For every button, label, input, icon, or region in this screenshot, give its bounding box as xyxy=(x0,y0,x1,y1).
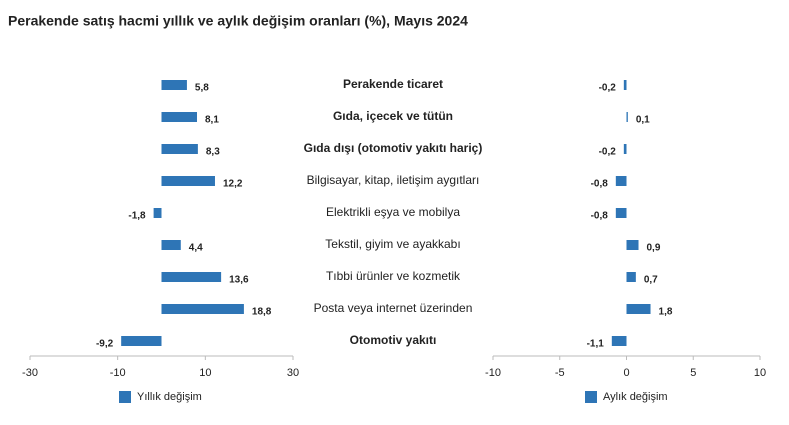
bar xyxy=(161,144,198,154)
x-tick-label: 10 xyxy=(199,367,211,379)
legend-swatch xyxy=(585,391,597,403)
legend-label: Aylık değişim xyxy=(603,391,668,403)
x-tick-label: -5 xyxy=(555,367,565,379)
value-label: 8,1 xyxy=(205,115,219,126)
category-label: Bilgisayar, kitap, iletişim aygıtları xyxy=(307,173,480,187)
category-label: Gıda, içecek ve tütün xyxy=(333,109,453,123)
value-label: 13,6 xyxy=(229,275,249,286)
x-tick-label: 0 xyxy=(623,367,629,379)
value-label: 4,4 xyxy=(189,243,203,254)
value-label: 0,7 xyxy=(644,275,658,286)
category-label: Tıbbi ürünler ve kozmetik xyxy=(326,269,461,283)
category-label: Otomotiv yakıtı xyxy=(350,333,437,347)
value-label: -0,2 xyxy=(599,147,617,158)
bar xyxy=(161,240,181,250)
category-label: Gıda dışı (otomotiv yakıtı hariç) xyxy=(304,141,483,155)
bar xyxy=(623,80,627,90)
bar xyxy=(153,208,162,218)
value-label: 12,2 xyxy=(223,179,243,190)
x-tick-label: 30 xyxy=(287,367,299,379)
x-tick-label: 10 xyxy=(754,367,766,379)
value-label: -1,8 xyxy=(128,211,146,222)
value-label: 0,1 xyxy=(636,115,650,126)
value-label: 8,3 xyxy=(206,147,220,158)
value-label: -1,1 xyxy=(587,339,605,350)
value-label: -0,2 xyxy=(599,83,617,94)
bar xyxy=(161,80,187,90)
bar xyxy=(121,336,162,346)
category-label: Perakende ticaret xyxy=(343,77,443,91)
bar xyxy=(626,112,628,122)
x-tick-label: -30 xyxy=(22,367,38,379)
bar xyxy=(626,304,651,314)
category-label: Posta veya internet üzerinden xyxy=(314,301,473,315)
legend-swatch xyxy=(119,391,131,403)
category-label: Elektrikli eşya ve mobilya xyxy=(326,205,460,219)
bar xyxy=(615,176,627,186)
legend-label: Yıllık değişim xyxy=(137,391,202,403)
value-label: -0,8 xyxy=(591,211,609,222)
bar xyxy=(626,240,639,250)
value-label: 5,8 xyxy=(195,83,209,94)
value-label: 1,8 xyxy=(659,307,673,318)
value-label: -0,8 xyxy=(591,179,609,190)
bar xyxy=(611,336,627,346)
x-tick-label: -10 xyxy=(110,367,126,379)
bar xyxy=(161,272,222,282)
bar xyxy=(161,112,198,122)
x-tick-label: -10 xyxy=(485,367,501,379)
chart-title: Perakende satış hacmi yıllık ve aylık de… xyxy=(8,13,468,29)
x-tick-label: 5 xyxy=(690,367,696,379)
value-label: -9,2 xyxy=(96,339,114,350)
bar xyxy=(161,304,244,314)
bar xyxy=(161,176,215,186)
bar xyxy=(615,208,627,218)
category-label: Tekstil, giyim ve ayakkabı xyxy=(325,237,460,251)
value-label: 18,8 xyxy=(252,307,272,318)
bar xyxy=(623,144,627,154)
bar xyxy=(626,272,636,282)
value-label: 0,9 xyxy=(647,243,661,254)
